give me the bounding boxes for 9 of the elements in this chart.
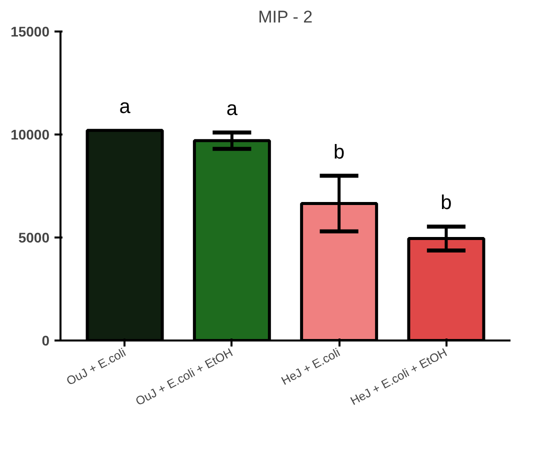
y-tick-label: 15000: [10, 24, 50, 40]
annotation: a: [226, 98, 238, 120]
y-tick-label: 5000: [18, 230, 50, 246]
chart-title: MIP - 2: [258, 8, 313, 26]
annotation: b: [334, 141, 345, 164]
annotation: a: [119, 96, 132, 118]
y-tick-label: 10000: [10, 126, 50, 142]
annotation: b: [440, 192, 452, 214]
y-tick-label: 0: [42, 332, 50, 348]
